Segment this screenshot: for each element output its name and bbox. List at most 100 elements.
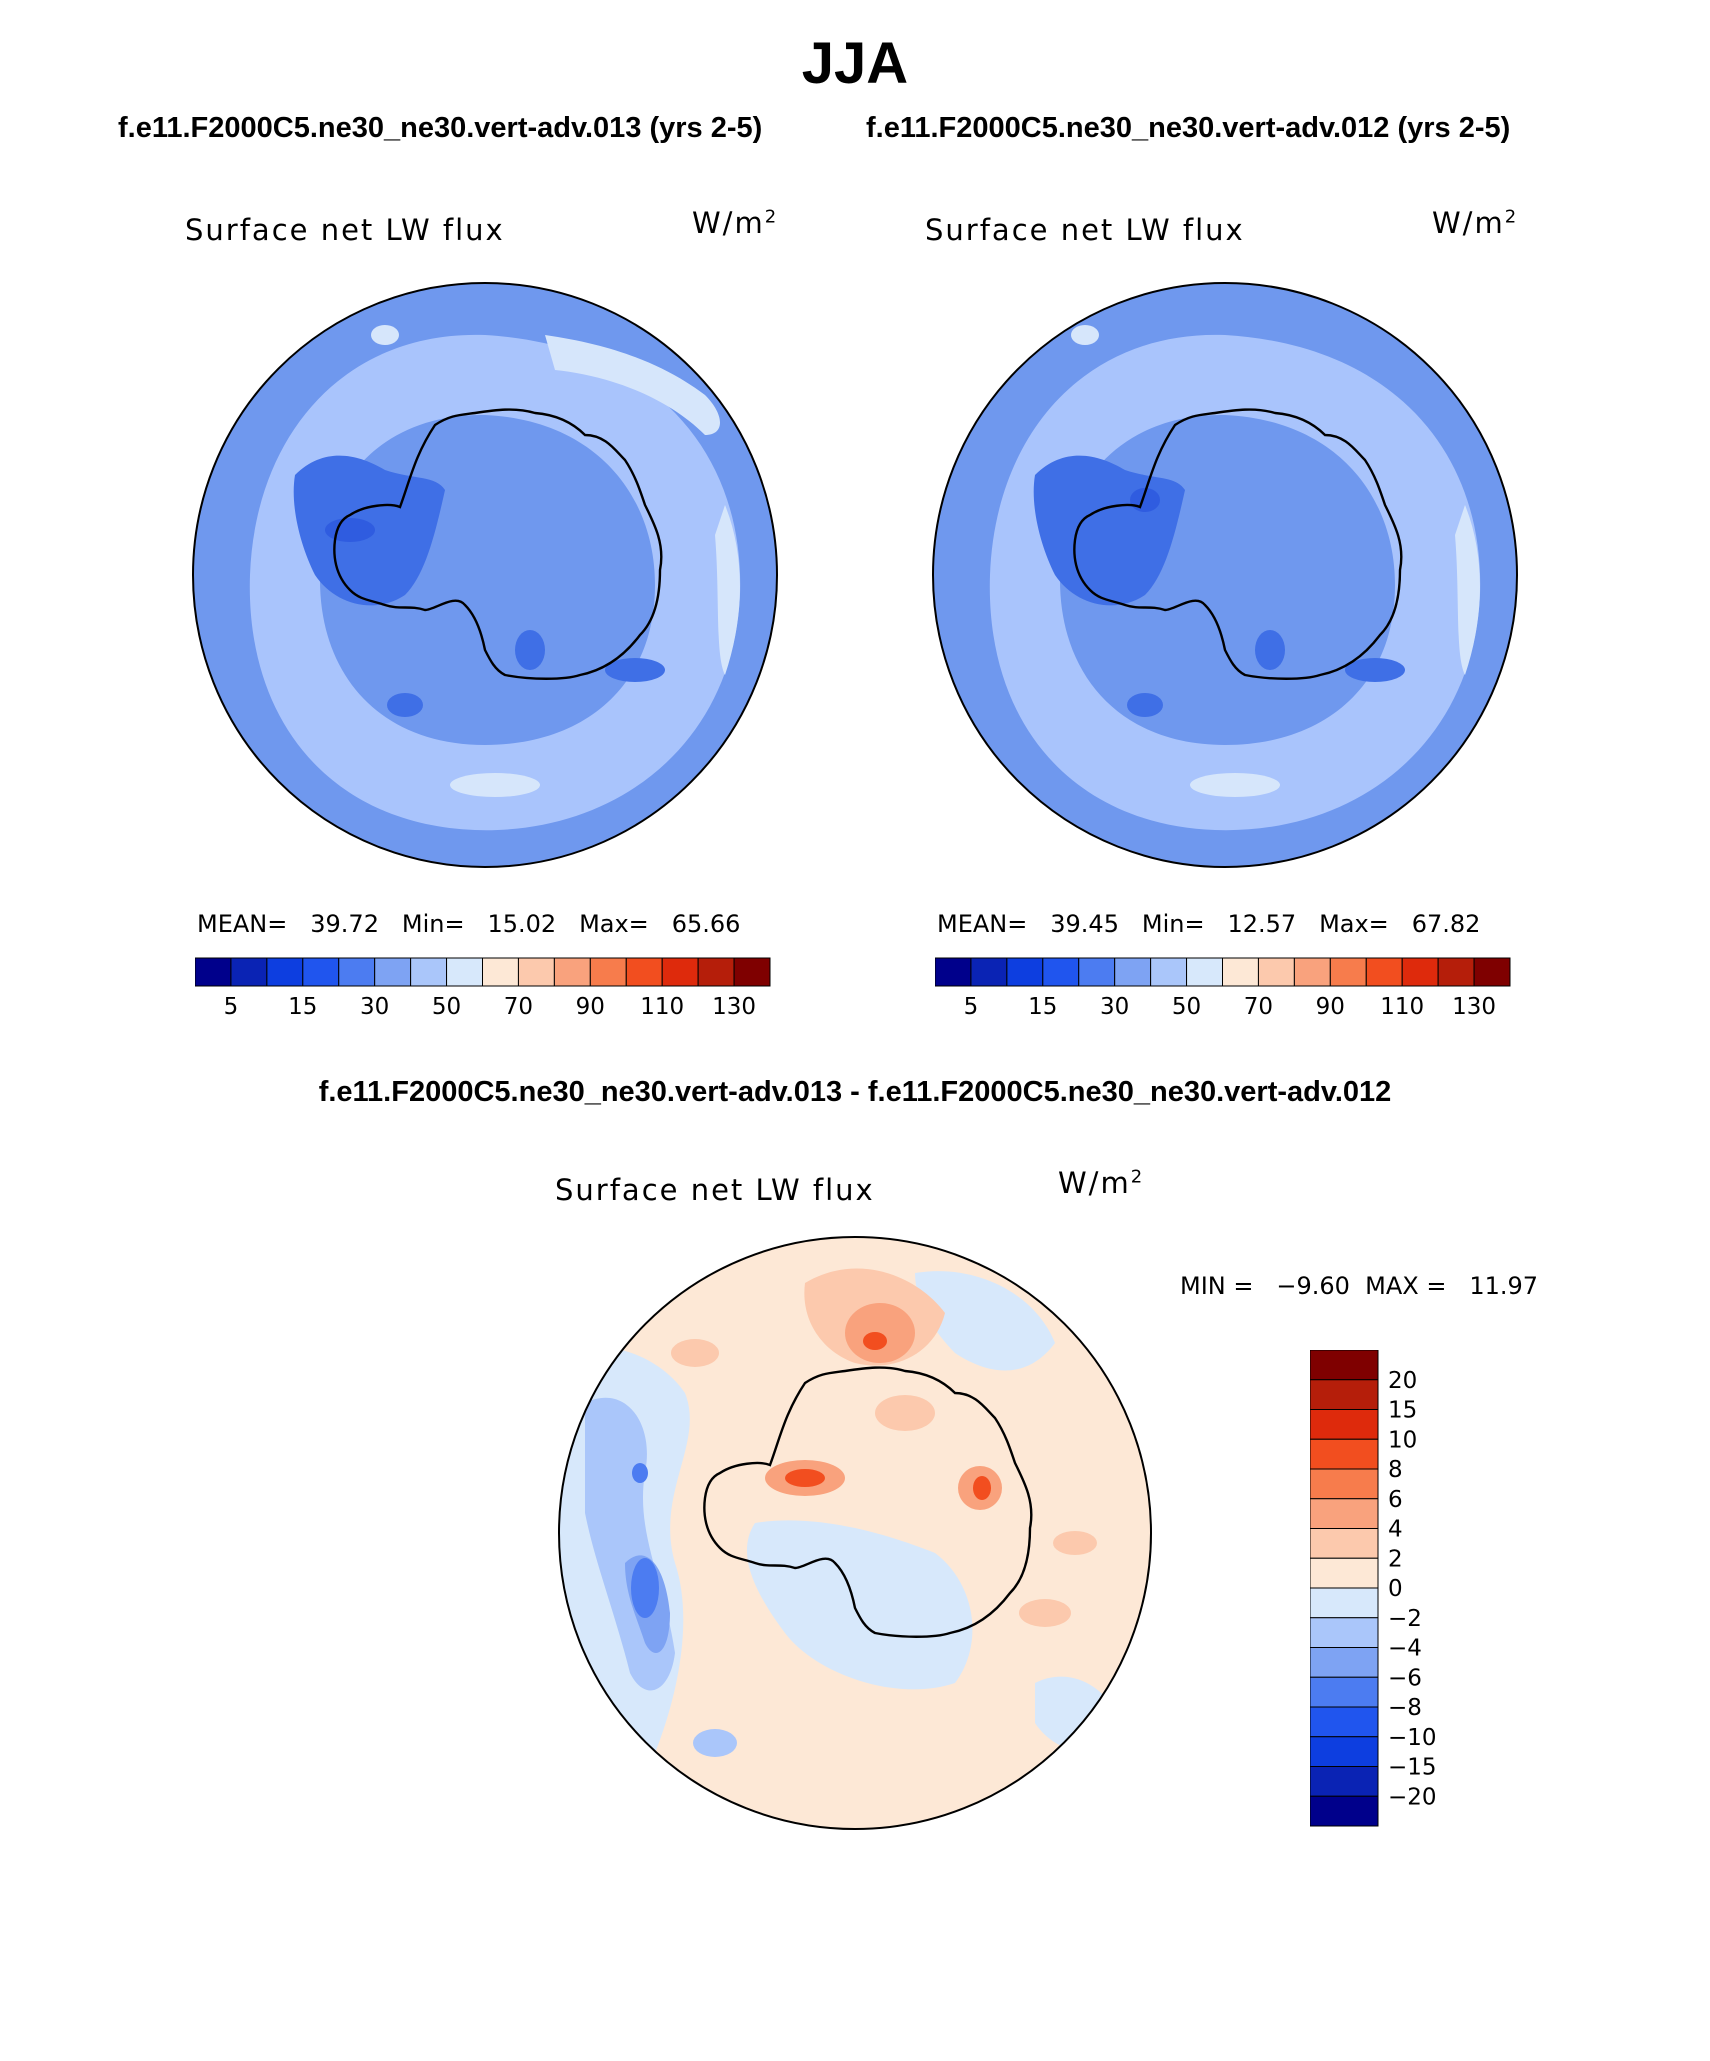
colorbar-tick-label: 15 <box>288 994 317 1020</box>
colorbar-cell <box>446 957 483 987</box>
colorbar-cell <box>1078 957 1116 987</box>
diff-positive-patch <box>1019 1599 1071 1627</box>
colorbar-cell <box>1329 957 1367 987</box>
colorbar-cell <box>1310 1766 1379 1797</box>
colorbar-tick-label: 0 <box>1388 1576 1403 1602</box>
colorbar-tick-label: 6 <box>1388 1487 1403 1513</box>
colorbar-cell <box>1310 1617 1379 1648</box>
difference-map-border <box>558 1236 1152 1830</box>
colorbar-cell <box>482 957 519 987</box>
map1-dark-patch <box>605 658 665 682</box>
panel1-stats: MEAN= 39.72 Min= 15.02 Max= 65.66 <box>197 910 741 938</box>
map1-border <box>192 282 778 868</box>
map1-dark-patch <box>515 630 545 670</box>
diff-blue-patch <box>693 1729 737 1757</box>
colorbar-tick-label: 50 <box>1172 994 1201 1020</box>
colorbar-tick-label: 50 <box>432 994 461 1020</box>
colorbar-cell <box>1042 957 1080 987</box>
map2-dark-patch <box>1345 658 1405 682</box>
colorbar-cell <box>338 957 376 987</box>
colorbar-cell <box>1310 1350 1379 1381</box>
panel1-map <box>192 282 778 868</box>
colorbar-tick-label: 2 <box>1388 1546 1403 1572</box>
colorbar-cell <box>1310 1438 1379 1470</box>
colorbar-cell <box>553 957 591 987</box>
colorbar-tick-label: 4 <box>1388 1517 1403 1543</box>
colorbar-cell <box>935 957 972 987</box>
colorbar-cell <box>1150 957 1188 987</box>
map2-border <box>932 282 1518 868</box>
difference-units: W/m2 <box>1058 1166 1145 1200</box>
colorbar-tick-label: 110 <box>1380 994 1424 1020</box>
colorbar-cell <box>1293 957 1331 987</box>
colorbar-tick-label: 110 <box>640 994 684 1020</box>
map2-ocean-ring <box>989 334 1481 831</box>
colorbar-cell <box>1310 1647 1379 1678</box>
panel1-units: W/m2 <box>692 206 779 240</box>
colorbar-tick-label: −10 <box>1388 1725 1437 1751</box>
map2-dark-patch <box>1127 693 1163 717</box>
colorbar-cell <box>1310 1409 1379 1440</box>
diff-positive-patch <box>863 1332 887 1350</box>
diff-blue-patch <box>631 1558 659 1618</box>
diff-positive-patch <box>671 1339 719 1367</box>
map1-pale-patch <box>450 773 540 797</box>
colorbar-tick-label: 30 <box>360 994 389 1020</box>
diff-negative-region <box>915 1271 1055 1371</box>
colorbar-tick-label: 30 <box>1100 994 1129 1020</box>
difference-minmax: MIN = −9.60 MAX = 11.97 <box>1180 1272 1539 1300</box>
map1-ocean-ring <box>249 334 741 831</box>
colorbar-cell <box>1310 1736 1379 1767</box>
colorbar-tick-label: 5 <box>224 994 239 1020</box>
colorbar-tick-label: 5 <box>964 994 979 1020</box>
colorbar-tick-label: 8 <box>1388 1457 1403 1483</box>
map1-pale-band <box>715 505 740 675</box>
colorbar-cell <box>625 957 663 987</box>
panel2-stats: MEAN= 39.45 Min= 12.57 Max= 67.82 <box>937 910 1481 938</box>
colorbar-cell <box>1365 957 1403 987</box>
colorbar-cell <box>1473 957 1511 987</box>
colorbar-tick-label: 20 <box>1388 1368 1417 1394</box>
diff-positive-patch <box>973 1476 991 1500</box>
colorbar-cell <box>266 957 304 987</box>
colorbar-cell <box>1310 1676 1379 1708</box>
colorbar-cell <box>1257 957 1295 987</box>
colorbar-cell <box>1186 957 1223 987</box>
map2-pale-patch <box>1190 773 1280 797</box>
colorbar-tick-label: −4 <box>1388 1636 1422 1662</box>
colorbar-cell <box>1310 1587 1379 1619</box>
map1-coastline <box>333 408 663 680</box>
map2-pale-band <box>1455 505 1480 675</box>
panel2-variable-label: Surface net LW flux <box>925 213 1245 247</box>
colorbar-cell <box>410 957 448 987</box>
map1-pale-patch <box>371 325 399 345</box>
colorbar-tick-label: 90 <box>1316 994 1345 1020</box>
map1-dark-patch <box>325 518 375 542</box>
colorbar-cell <box>1310 1795 1379 1827</box>
colorbar-cell <box>1310 1468 1379 1500</box>
colorbar-cell <box>517 957 555 987</box>
diff-negative-region <box>746 1520 973 1690</box>
map2-coastline <box>1073 408 1403 680</box>
colorbar-tick-label: 15 <box>1388 1398 1417 1424</box>
colorbar-tick-label: 90 <box>576 994 605 1020</box>
colorbar-tick-label: 130 <box>1452 994 1496 1020</box>
colorbar-cell <box>302 957 340 987</box>
season-title: JJA <box>801 31 909 96</box>
diff-positive-patch <box>875 1395 935 1431</box>
colorbar-cell <box>661 957 699 987</box>
colorbar-tick-label: 10 <box>1388 1427 1417 1453</box>
colorbar-cell <box>1222 957 1259 987</box>
colorbar-cell <box>733 957 771 987</box>
colorbar-cell <box>589 957 627 987</box>
diff-blue-patch <box>632 1463 648 1483</box>
difference-title: f.e11.F2000C5.ne30_ne30.vert-adv.013 - f… <box>318 1076 1392 1108</box>
map1-dark-patch <box>387 693 423 717</box>
panel1-colorbar: 5 15 30 50 70 90 110 130 <box>195 957 771 1020</box>
colorbar-tick-label: 70 <box>504 994 533 1020</box>
colorbar-cell <box>1401 957 1439 987</box>
map2-dark-patch <box>1255 630 1285 670</box>
colorbar-tick-label: −6 <box>1388 1665 1422 1691</box>
colorbar-tick-label: −15 <box>1388 1755 1437 1781</box>
colorbar-tick-label: 70 <box>1244 994 1273 1020</box>
